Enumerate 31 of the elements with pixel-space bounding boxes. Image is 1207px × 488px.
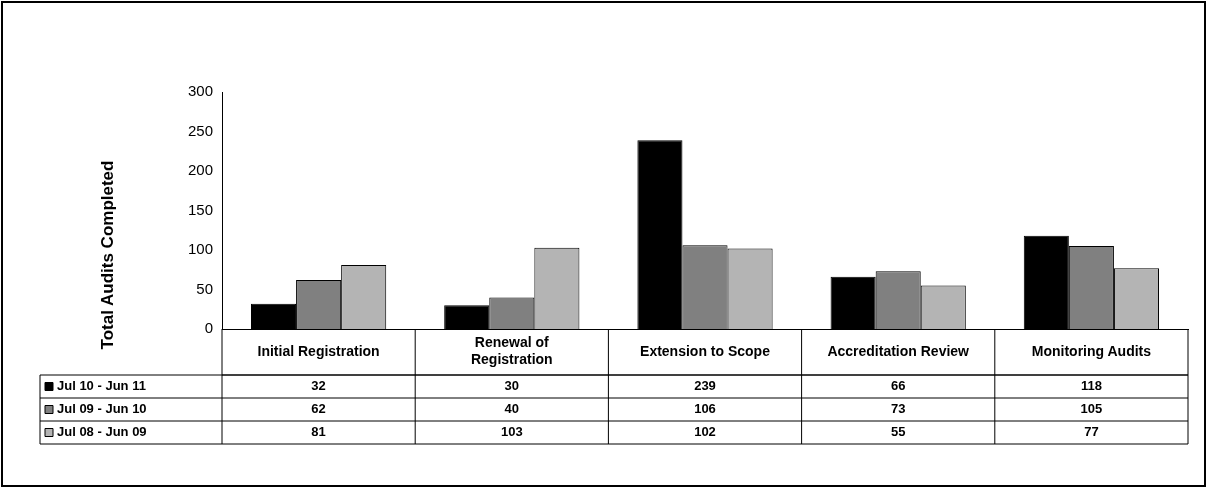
y-tick-label: 250	[187, 121, 213, 139]
y-tick-label: 300	[187, 82, 213, 100]
y-tick-label: 50	[196, 279, 213, 297]
data-label: 62	[311, 401, 326, 417]
data-label: 32	[311, 378, 326, 394]
x-tick-label: Renewal of Registration	[470, 334, 553, 368]
y-tick-label: 200	[187, 161, 213, 179]
legend-label: Jul 10 - Jun 11	[57, 378, 146, 394]
x-tick-label: Initial Registration	[257, 342, 380, 359]
data-label: 102	[694, 424, 716, 440]
data-label: 66	[890, 378, 906, 394]
data-label: 239	[694, 378, 716, 394]
y-axis-title: Total Audits Completed	[97, 160, 117, 350]
data-label: 106	[694, 401, 716, 417]
data-label: 55	[890, 424, 906, 440]
x-tick-label: Accreditation Review	[827, 342, 970, 359]
data-label: 77	[1084, 424, 1099, 440]
legend-label: Jul 09 - Jun 10	[57, 401, 147, 417]
y-tick-label: 150	[187, 200, 213, 218]
data-label: 118	[1080, 378, 1102, 394]
data-label: 73	[890, 401, 906, 417]
y-tick-label: 100	[187, 240, 213, 258]
data-label: 40	[504, 401, 520, 417]
y-tick-label: 0	[204, 319, 213, 337]
x-tick-label: Extension to Scope	[640, 342, 771, 359]
legend-label: Jul 08 - Jun 09	[57, 424, 147, 440]
data-label: 30	[504, 378, 520, 394]
data-label: 105	[1080, 401, 1103, 417]
x-tick-label: Monitoring Audits	[1031, 342, 1152, 359]
data-label: 103	[500, 424, 523, 440]
data-label: 81	[311, 424, 326, 440]
